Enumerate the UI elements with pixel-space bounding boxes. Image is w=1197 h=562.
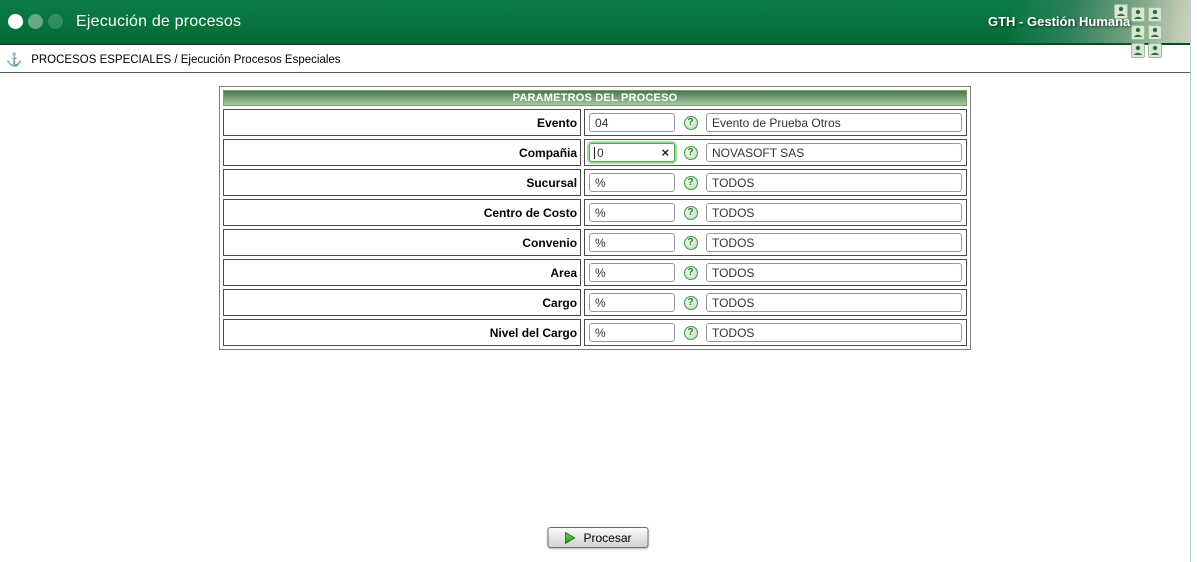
area-code-input[interactable]: [589, 263, 676, 282]
window-dot-icon: [48, 14, 63, 29]
compania-desc-input[interactable]: [705, 143, 962, 162]
compania-code-field: ×: [589, 143, 676, 162]
window-dot-icon: [28, 14, 43, 29]
table-row: Compañia × ?: [223, 139, 967, 166]
table-title: PARAMETROS DEL PROCESO: [223, 90, 967, 106]
person-icon: [1131, 43, 1145, 58]
table-header-row: PARAMETROS DEL PROCESO: [223, 90, 967, 106]
convenio-desc-input[interactable]: [705, 233, 962, 252]
cargo-desc-input[interactable]: [705, 293, 962, 312]
evento-desc-input[interactable]: [705, 113, 962, 132]
page-title: Ejecución de procesos: [76, 12, 242, 30]
field-label-cargo: Cargo: [223, 289, 582, 316]
help-icon[interactable]: ?: [683, 115, 698, 130]
breadcrumb: PROCESOS ESPECIALES / Ejecución Procesos…: [31, 53, 341, 66]
evento-code-input[interactable]: [589, 113, 676, 132]
page-right-border: [1190, 0, 1191, 562]
field-label-centro-de-costo: Centro de Costo: [223, 199, 582, 226]
help-icon[interactable]: ?: [683, 295, 698, 310]
field-label-area: Area: [223, 259, 582, 286]
nivel-del-cargo-code-input[interactable]: [589, 323, 676, 342]
breadcrumb-bar: ⚓ PROCESOS ESPECIALES / Ejecución Proces…: [0, 47, 1190, 73]
table-row: Convenio ?: [223, 229, 967, 256]
window-dots: [8, 14, 63, 29]
field-label-evento: Evento: [223, 109, 582, 136]
field-label-compania: Compañia: [223, 139, 582, 166]
person-icon: [1131, 25, 1145, 40]
person-icon: [1131, 7, 1145, 22]
convenio-code-input[interactable]: [589, 233, 676, 252]
compania-code-input[interactable]: [589, 143, 676, 162]
table-row: Area ?: [223, 259, 967, 286]
table-row: Nivel del Cargo ?: [223, 319, 967, 346]
text-caret: [594, 147, 596, 159]
brand-title: GTH - Gestión Humana: [988, 14, 1131, 29]
table-row: Evento ?: [223, 109, 967, 136]
people-image: [1131, 7, 1163, 59]
help-icon[interactable]: ?: [683, 175, 698, 190]
sucursal-code-input[interactable]: [589, 173, 676, 192]
person-icon: [1148, 7, 1162, 22]
centro-de-costo-code-input[interactable]: [589, 203, 676, 222]
procesar-button-label: Procesar: [583, 530, 632, 545]
person-icon: [1114, 4, 1128, 19]
clear-icon[interactable]: ×: [661, 144, 670, 160]
help-icon[interactable]: ?: [683, 205, 698, 220]
field-label-convenio: Convenio: [223, 229, 582, 256]
anchor-icon: ⚓: [6, 52, 23, 67]
main-content: PARAMETROS DEL PROCESO Evento ? Compañia…: [0, 73, 1190, 350]
area-desc-input[interactable]: [705, 263, 962, 282]
cargo-code-input[interactable]: [589, 293, 676, 312]
table-row: Cargo ?: [223, 289, 967, 316]
sucursal-desc-input[interactable]: [705, 173, 962, 192]
table-row: Sucursal ?: [223, 169, 967, 196]
field-label-nivel-del-cargo: Nivel del Cargo: [223, 319, 582, 346]
procesar-button[interactable]: Procesar: [547, 527, 649, 548]
person-icon: [1148, 25, 1162, 40]
help-icon[interactable]: ?: [683, 265, 698, 280]
help-icon[interactable]: ?: [683, 235, 698, 250]
parameters-table: PARAMETROS DEL PROCESO Evento ? Compañia…: [219, 86, 971, 350]
help-icon[interactable]: ?: [683, 145, 698, 160]
window-dot-icon: [8, 14, 23, 29]
help-icon[interactable]: ?: [683, 325, 698, 340]
play-icon: [565, 531, 576, 544]
field-label-sucursal: Sucursal: [223, 169, 582, 196]
table-row: Centro de Costo ?: [223, 199, 967, 226]
titlebar: Ejecución de procesos GTH - Gestión Huma…: [0, 0, 1190, 58]
centro-de-costo-desc-input[interactable]: [705, 203, 962, 222]
nivel-del-cargo-desc-input[interactable]: [705, 323, 962, 342]
brand-area: GTH - Gestión Humana: [960, 0, 1190, 58]
person-icon: [1148, 43, 1162, 58]
